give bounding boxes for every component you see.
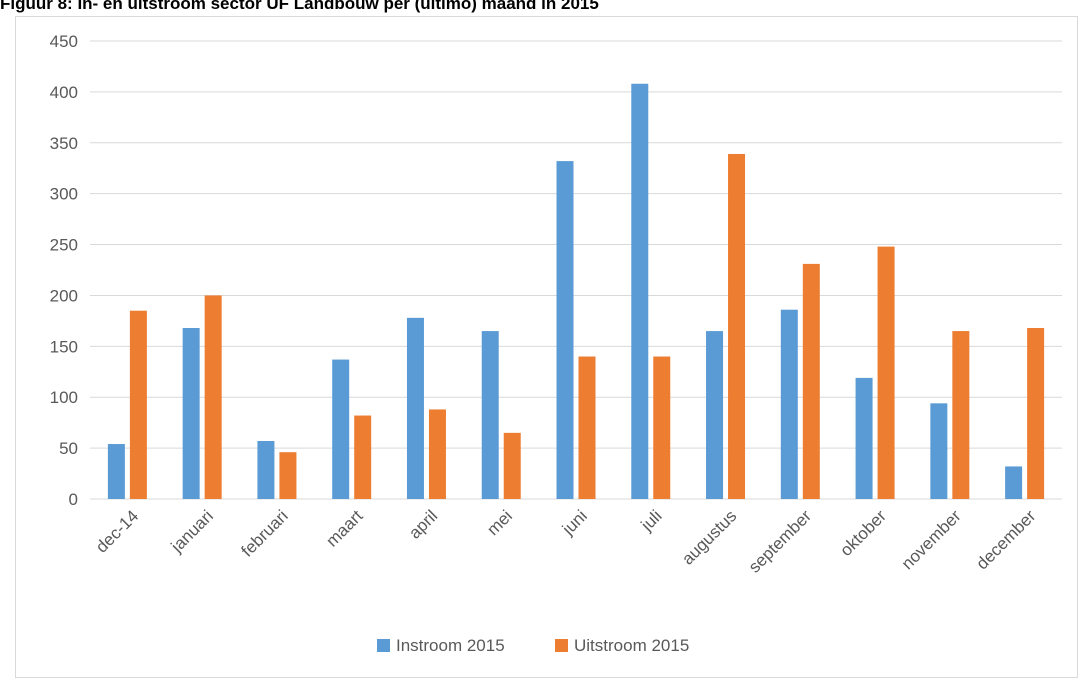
bar-uitstroom xyxy=(428,409,446,499)
bar-uitstroom xyxy=(877,246,895,499)
x-tick-label: september xyxy=(745,506,815,576)
figure-title: Figuur 8: In- en uitstroom sector UF Lan… xyxy=(0,0,599,13)
x-tick-label: mei xyxy=(483,506,516,539)
bar-instroom xyxy=(107,444,125,499)
y-tick-label: 400 xyxy=(50,83,78,102)
x-tick-label: dec-14 xyxy=(92,506,142,556)
y-tick-label: 200 xyxy=(50,286,78,305)
bar-uitstroom xyxy=(802,263,820,499)
x-tick-label: februari xyxy=(238,506,292,560)
bar-instroom xyxy=(406,317,424,499)
bar-instroom xyxy=(631,83,649,499)
x-tick-label: maart xyxy=(322,506,366,550)
bar-instroom xyxy=(182,328,200,499)
legend-swatch xyxy=(555,639,568,652)
y-tick-label: 50 xyxy=(59,439,78,458)
bar-instroom xyxy=(481,331,499,499)
legend-label: Instroom 2015 xyxy=(396,636,505,655)
bar-uitstroom xyxy=(503,432,521,499)
y-tick-label: 250 xyxy=(50,236,78,255)
x-tick-label: juni xyxy=(558,506,591,539)
bar-uitstroom xyxy=(653,356,671,499)
bar-instroom xyxy=(332,359,350,499)
x-tick-label: oktober xyxy=(836,506,890,560)
bar-uitstroom xyxy=(578,356,596,499)
bar-instroom xyxy=(556,161,574,499)
y-tick-label: 450 xyxy=(50,32,78,51)
bar-uitstroom xyxy=(204,295,222,499)
bar-uitstroom xyxy=(952,331,970,499)
legend: Instroom 2015 Uitstroom 2015 xyxy=(377,636,689,655)
x-tick-label: juli xyxy=(637,506,666,535)
x-tick-label: augustus xyxy=(678,506,740,568)
y-tick-label: 350 xyxy=(50,134,78,153)
legend-label: Uitstroom 2015 xyxy=(574,636,689,655)
x-tick-label: april xyxy=(405,506,441,542)
y-tick-label: 0 xyxy=(69,490,78,509)
bar-instroom xyxy=(706,331,724,499)
x-axis-ticks: dec-14 januari februari maart april mei juni ju… xyxy=(92,506,1040,576)
bar-instroom xyxy=(780,309,798,499)
bar-uitstroom xyxy=(728,153,746,499)
bar-instroom xyxy=(257,440,275,499)
x-tick-label: november xyxy=(898,506,965,573)
bar-instroom xyxy=(855,377,873,499)
bar-uitstroom xyxy=(1027,328,1045,499)
bars xyxy=(107,83,1045,499)
y-tick-label: 100 xyxy=(50,388,78,407)
bar-instroom xyxy=(1005,466,1023,499)
y-tick-label: 300 xyxy=(50,185,78,204)
bar-uitstroom xyxy=(129,310,147,499)
x-tick-label: januari xyxy=(167,506,217,556)
bar-uitstroom xyxy=(354,415,372,499)
y-tick-label: 150 xyxy=(50,337,78,356)
legend-swatch xyxy=(377,639,390,652)
bar-uitstroom xyxy=(279,452,297,499)
x-tick-label: december xyxy=(973,506,1040,573)
bar-instroom xyxy=(930,403,948,499)
gridlines xyxy=(90,40,1062,500)
y-axis-ticks: 0 50 100 150 200 250 300 350 400 450 xyxy=(50,32,78,509)
